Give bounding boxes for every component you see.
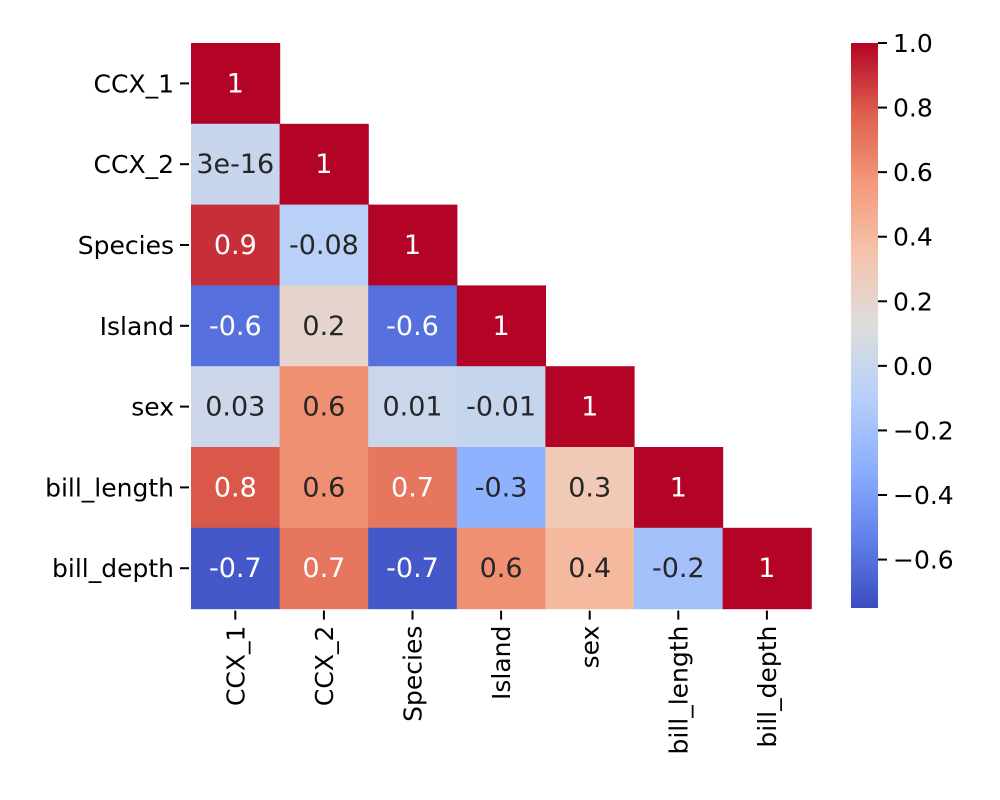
heatmap-cell [279, 527, 369, 610]
heatmap-cell [456, 527, 546, 610]
heatmap-cell [456, 447, 546, 529]
colorbar-tick-label: 0.0 [893, 352, 933, 381]
cell-value-label: 0.8 [214, 472, 257, 503]
heatmap-cell [191, 204, 281, 286]
heatmap-cells: 13e-16 10.9 -0.08 1-0.6 0.2 -0.6 10.03 0.6 0.01-… [191, 43, 812, 610]
cell-value-label: 0.6 [302, 392, 345, 423]
cell-value-label: -0.7 [209, 553, 262, 584]
colorbar: 1.0 0.8 0.6 0.4 0.2 0.0 −0.2 −0.4 −0.6 [851, 29, 954, 608]
heatmap-cell [191, 285, 281, 367]
heatmap-cell [279, 204, 369, 286]
cell-value-label: 0.7 [391, 472, 434, 503]
heatmap-cell [634, 447, 724, 529]
x-tick-label: Island [487, 626, 516, 700]
y-tick-label: CCX_1 [94, 69, 174, 98]
y-tick-label: Species [78, 231, 174, 260]
colorbar-tick-label: −0.2 [893, 416, 954, 445]
x-tick-label: sex [576, 626, 605, 669]
cell-value-label: -0.01 [466, 392, 536, 423]
heatmap-cell [545, 366, 635, 448]
cell-value-label: 0.3 [568, 472, 611, 503]
cell-value-label: 0.6 [302, 472, 345, 503]
row-labels: CCX_1 CCX_2 Species Island sex bill_lengthbil… [45, 69, 189, 583]
heatmap-cell [368, 527, 458, 610]
cell-value-label: -0.2 [652, 553, 705, 584]
heatmap-cell [279, 123, 369, 206]
heatmap-cell [191, 366, 281, 448]
cell-value-label: 1 [758, 553, 775, 584]
y-tick-label: bill_depth [52, 554, 174, 583]
x-tick-label: bill_depth [753, 626, 782, 748]
heatmap-cell [279, 447, 369, 529]
y-tick-label: bill_length [45, 473, 174, 502]
x-tick-label: CCX_1 [221, 626, 250, 706]
cell-value-label: 0.6 [480, 553, 523, 584]
heatmap-cell [368, 285, 458, 367]
x-tick-label: CCX_2 [310, 626, 339, 706]
cell-value-label: 0.2 [302, 311, 345, 342]
heatmap-cell [456, 285, 546, 367]
cell-value-label: 1 [315, 149, 332, 180]
heatmap-cell [545, 527, 635, 610]
heatmap-cell [456, 366, 546, 448]
cell-value-label: 1 [581, 392, 598, 423]
colorbar-tick-label: 0.6 [893, 158, 933, 187]
cell-value-label: -0.7 [386, 553, 439, 584]
cell-value-label: 1 [670, 472, 687, 503]
y-tick-label: CCX_2 [94, 150, 174, 179]
colorbar-tick-label: 0.4 [893, 223, 933, 252]
cell-value-label: 1 [493, 311, 510, 342]
heatmap-cell [722, 527, 812, 610]
x-tick-label: Species [399, 626, 428, 722]
y-tick-label: sex [131, 393, 174, 422]
cell-value-label: 1 [227, 68, 244, 99]
heatmap-cell [279, 285, 369, 367]
cell-value-label: 0.9 [214, 230, 257, 261]
heatmap-cell [191, 447, 281, 529]
heatmap-cell [191, 43, 281, 125]
cell-value-label: 3e-16 [196, 149, 274, 180]
colorbar-tick-label: 0.8 [893, 94, 933, 123]
heatmap-cell [191, 123, 281, 206]
cell-value-label: 1 [404, 230, 421, 261]
colorbar-tick-label: −0.6 [893, 546, 954, 575]
cell-value-label: 0.01 [382, 392, 442, 423]
cell-value-label: 0.4 [568, 553, 611, 584]
heatmap-cell [279, 366, 369, 448]
colorbar-tick-label: 0.2 [893, 287, 933, 316]
cell-value-label: -0.6 [386, 311, 439, 342]
cell-value-label: -0.6 [209, 311, 262, 342]
cell-value-label: -0.3 [475, 472, 528, 503]
x-tick-label: bill_length [664, 626, 693, 755]
heatmap-cell [545, 447, 635, 529]
colorbar-tick-label: −0.4 [893, 481, 954, 510]
cell-value-label: 0.03 [205, 392, 265, 423]
heatmap-cell [634, 527, 724, 610]
heatmap-cell [368, 366, 458, 448]
y-tick-label: Island [100, 312, 174, 341]
colorbar-gradient [851, 43, 878, 608]
heatmap-cell [368, 204, 458, 286]
colorbar-tick-label: 1.0 [893, 29, 933, 58]
heatmap-cell [191, 527, 281, 610]
column-labels: CCX_1 CCX_2 Species Island sex bill_length bil… [221, 610, 782, 755]
cell-value-label: -0.08 [289, 230, 359, 261]
cell-value-label: 0.7 [302, 553, 345, 584]
heatmap-cell [368, 447, 458, 529]
